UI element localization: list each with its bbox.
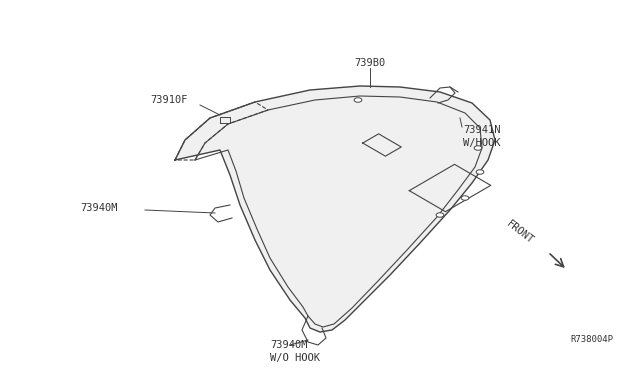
Text: FRONT: FRONT bbox=[505, 218, 536, 246]
Circle shape bbox=[436, 213, 444, 217]
Text: 739B0: 739B0 bbox=[355, 58, 386, 68]
Text: 73941N: 73941N bbox=[463, 125, 500, 135]
Text: 73940M: 73940M bbox=[80, 203, 118, 213]
Text: W/O HOOK: W/O HOOK bbox=[270, 353, 320, 363]
Polygon shape bbox=[175, 86, 495, 332]
Circle shape bbox=[354, 98, 362, 102]
Text: 73910F: 73910F bbox=[150, 95, 188, 105]
Text: R738004P: R738004P bbox=[570, 336, 613, 344]
Circle shape bbox=[461, 196, 469, 200]
Text: 73940M: 73940M bbox=[270, 340, 307, 350]
Circle shape bbox=[476, 170, 484, 174]
Text: W/HOOK: W/HOOK bbox=[463, 138, 500, 148]
Circle shape bbox=[474, 146, 482, 150]
